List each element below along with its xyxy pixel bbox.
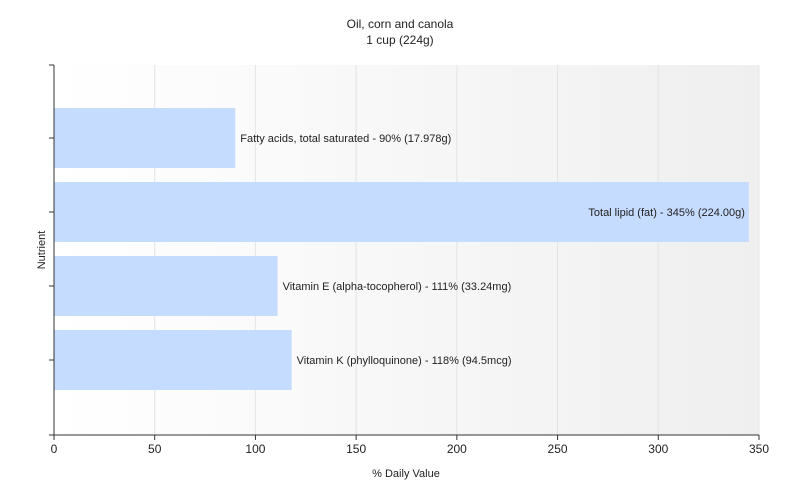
x-tick-label: 0 <box>51 442 58 456</box>
x-tick-label: 300 <box>648 442 668 456</box>
bar <box>54 330 292 390</box>
bar <box>54 256 278 316</box>
bar <box>54 182 749 242</box>
x-tick-label: 250 <box>548 442 568 456</box>
bar-data-label: Vitamin K (phylloquinone) - 118% (94.5mc… <box>297 355 512 367</box>
x-tick-label: 350 <box>749 442 769 456</box>
x-tick-label: 50 <box>148 442 162 456</box>
bar <box>54 108 236 168</box>
bar-data-label: Total lipid (fat) - 345% (224.00g) <box>588 207 745 219</box>
x-tick-label: 200 <box>447 442 467 456</box>
chart-title: Oil, corn and canola <box>347 17 454 31</box>
bar-data-label: Vitamin E (alpha-tocopherol) - 111% (33.… <box>283 281 512 293</box>
chart-subtitle: 1 cup (224g) <box>366 33 433 47</box>
axes: 0 50 100 150 200 250 300 350 <box>49 64 769 456</box>
x-tick-label: 150 <box>346 442 366 456</box>
x-axis-title: % Daily Value <box>372 468 440 480</box>
bars <box>54 108 749 390</box>
y-axis-title: Nutrient <box>36 231 48 270</box>
bar-labels: Fatty acids, total saturated - 90% (17.9… <box>240 133 745 367</box>
bar-data-label: Fatty acids, total saturated - 90% (17.9… <box>240 133 451 145</box>
x-tick-label: 100 <box>245 442 265 456</box>
